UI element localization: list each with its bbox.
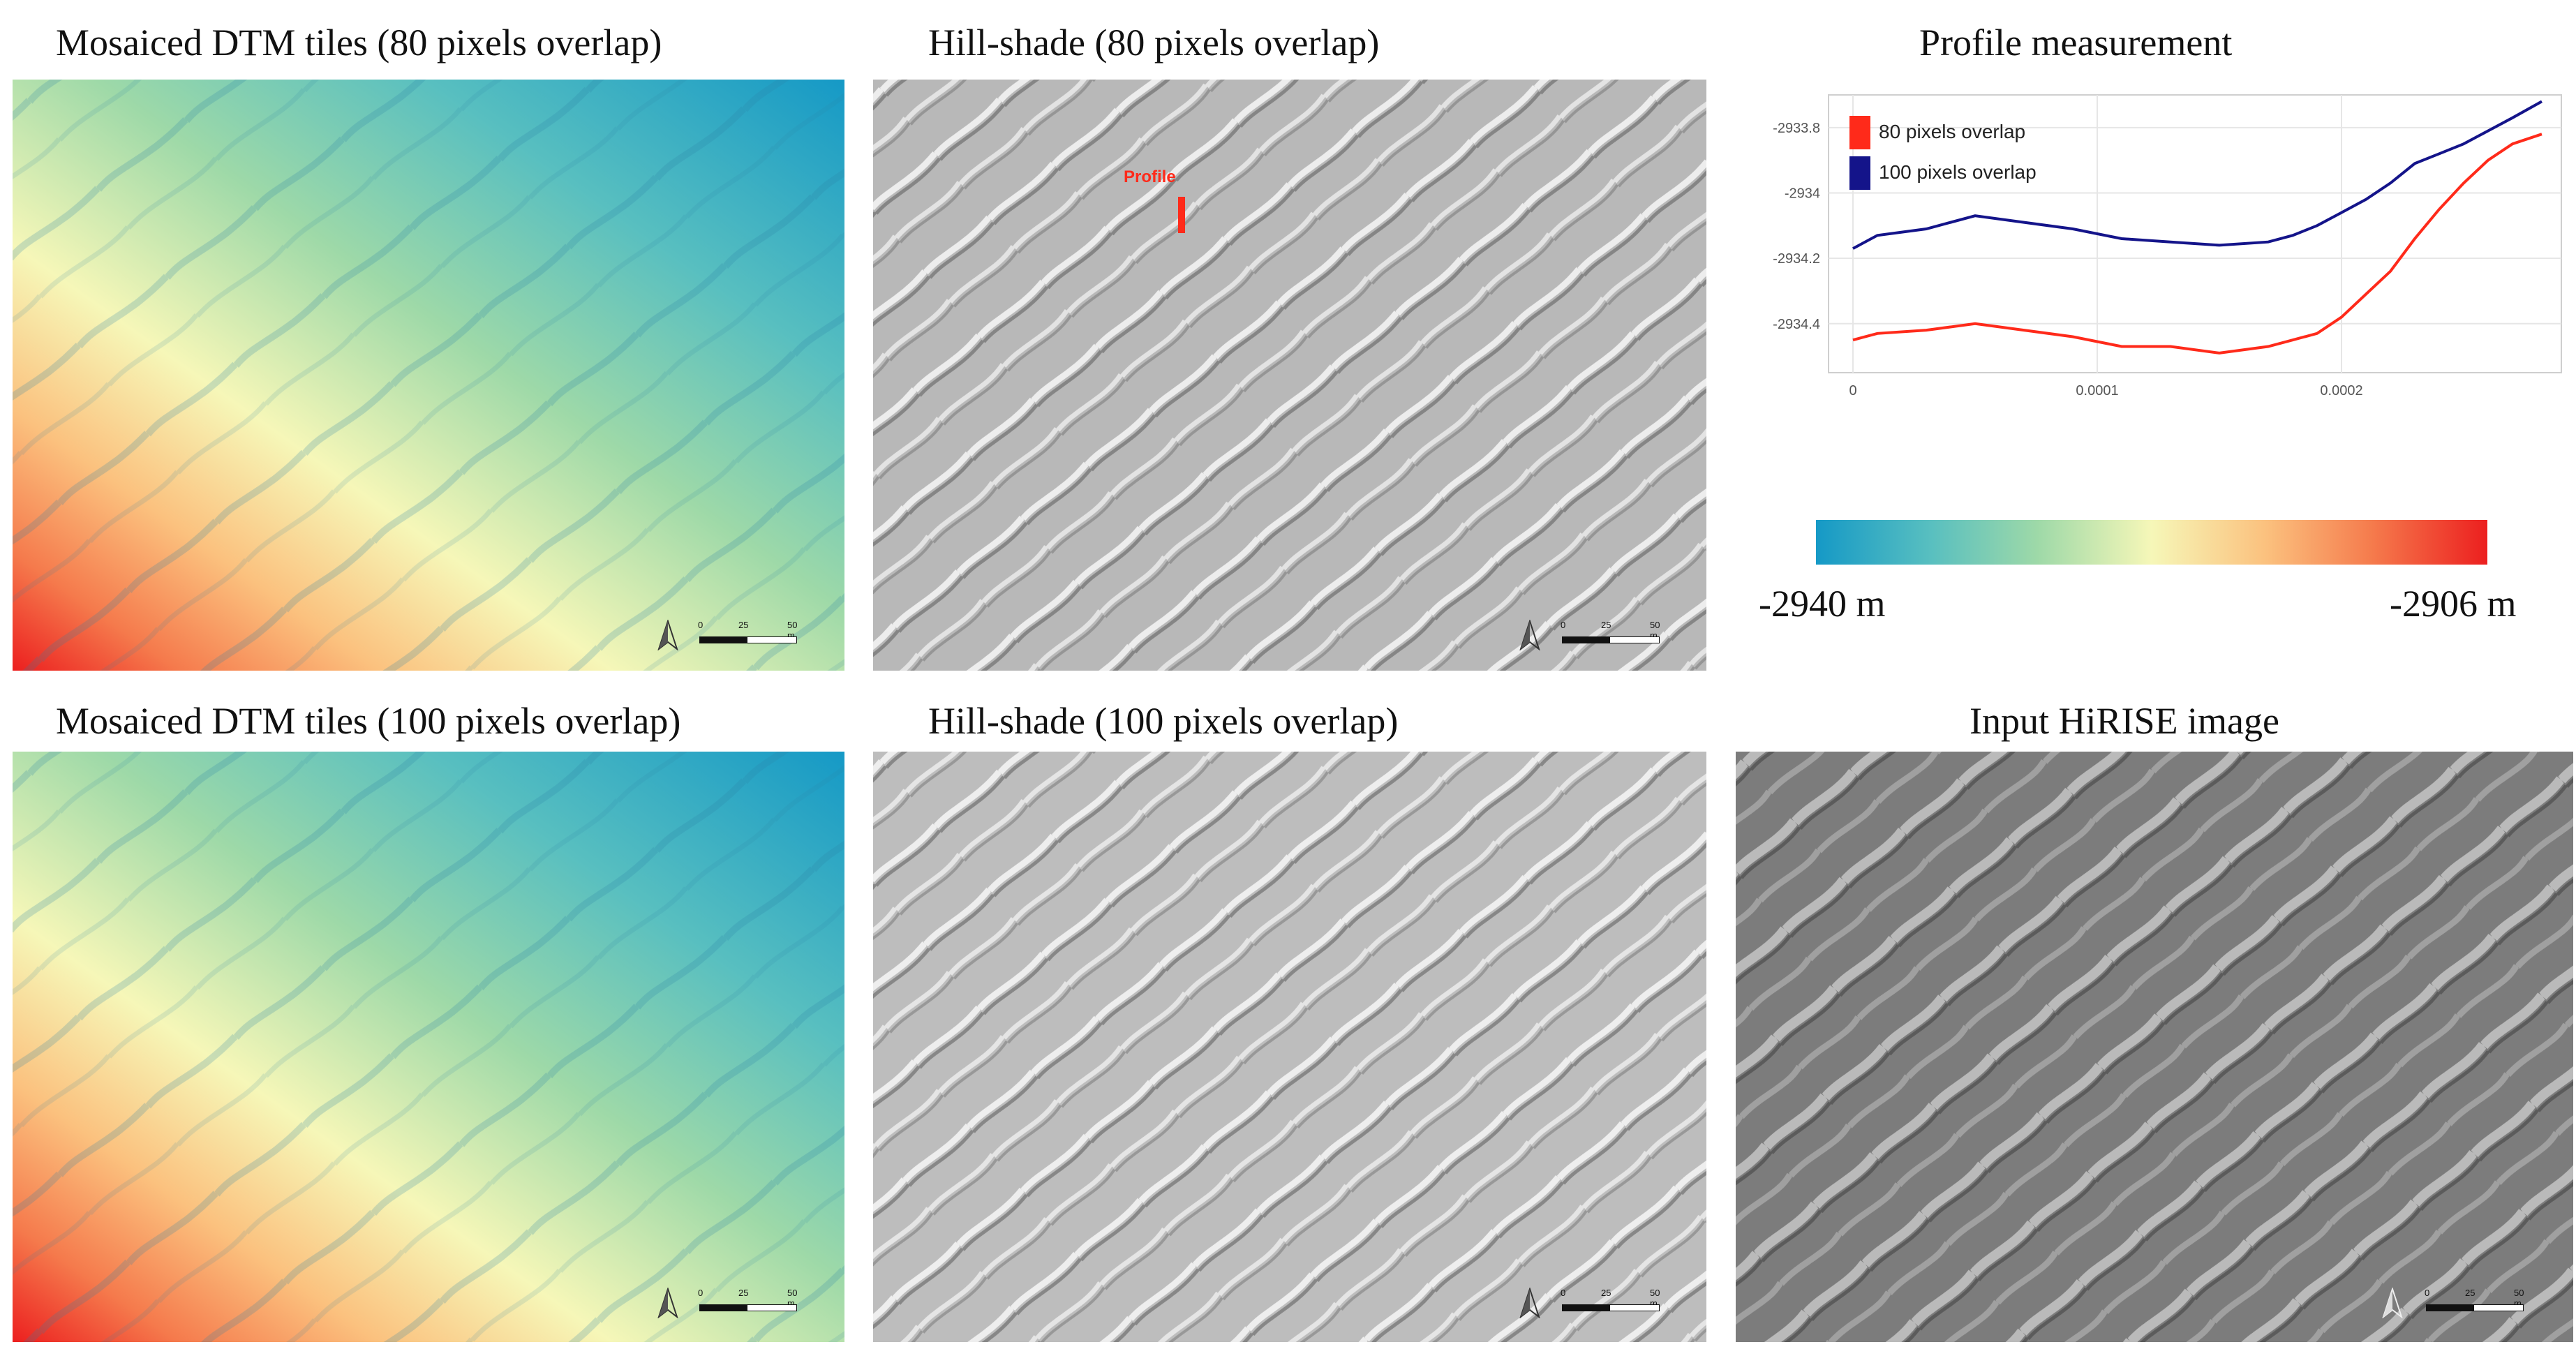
scale-tick-0: 0: [1561, 620, 1566, 630]
north-arrow-icon: [1519, 618, 1540, 653]
scale-tick-0: 0: [1561, 1288, 1566, 1298]
panel-title-dtm100: Mosaiced DTM tiles (100 pixels overlap): [56, 700, 681, 742]
colorbar-min-label: -2940 m: [1759, 583, 1886, 625]
scale-tick-0: 0: [2425, 1288, 2430, 1298]
panel-title-hill100: Hill-shade (100 pixels overlap): [928, 700, 1399, 742]
scale-bar: 0 25 50 m: [1561, 1288, 1665, 1322]
scale-bar: 0 25 50 m: [698, 620, 803, 655]
dtm-map-80: [13, 80, 844, 671]
north-arrow-icon: [2382, 1286, 2403, 1321]
scale-tick-0: 0: [698, 1288, 703, 1298]
panel-title-hirise: Input HiRISE image: [1970, 700, 2279, 742]
scale-bar: 0 25 50 m: [2425, 1288, 2529, 1322]
y-tick-label: -2934.2: [1773, 251, 1820, 267]
panel-title-hill80: Hill-shade (80 pixels overlap): [928, 22, 1380, 64]
x-tick-label: 0: [1849, 383, 1856, 398]
scale-tick-50: 50 m: [2514, 1288, 2524, 1309]
profile-marker: [1178, 197, 1185, 233]
scale-tick-25: 25: [1601, 620, 1611, 630]
scale-tick-25: 25: [738, 1288, 749, 1298]
legend-swatch-1: [1849, 156, 1870, 190]
colorbar-max-label: -2906 m: [2390, 583, 2517, 625]
y-tick-label: -2933.8: [1773, 121, 1820, 136]
hillshade-map-100: [873, 752, 1706, 1342]
plot-frame: [1828, 94, 2562, 373]
north-arrow-icon: [657, 1286, 678, 1321]
north-arrow-icon: [1519, 1286, 1540, 1321]
scale-tick-50: 50 m: [1650, 620, 1660, 641]
scale-tick-25: 25: [2465, 1288, 2476, 1298]
scale-tick-50: 50 m: [787, 1288, 798, 1309]
scale-tick-25: 25: [738, 620, 749, 630]
scale-tick-50: 50 m: [1650, 1288, 1660, 1309]
legend-label-1: 100 pixels overlap: [1879, 161, 2037, 183]
scale-bar: 0 25 50 m: [1561, 620, 1665, 655]
y-tick-label: -2934.4: [1773, 317, 1820, 332]
x-tick-label: 0.0001: [2076, 383, 2118, 398]
scale-bar: 0 25 50 m: [698, 1288, 803, 1322]
profile-label: Profile: [1124, 167, 1176, 186]
y-tick-label: -2934: [1785, 186, 1820, 201]
scale-tick-0: 0: [698, 620, 703, 630]
scale-tick-50: 50 m: [787, 620, 798, 641]
north-arrow-icon: [657, 618, 678, 653]
x-tick-label: 0.0002: [2320, 383, 2362, 398]
legend-label-0: 80 pixels overlap: [1879, 121, 2025, 142]
hirise-image: [1736, 752, 2573, 1342]
hillshade-map-80: [873, 80, 1706, 671]
colorbar: [1816, 520, 2487, 565]
scale-tick-25: 25: [1601, 1288, 1611, 1298]
panel-title-profile: Profile measurement: [1919, 22, 2233, 64]
panel-title-dtm80: Mosaiced DTM tiles (80 pixels overlap): [56, 22, 662, 64]
series-line-0: [1852, 133, 2543, 355]
series-line-1: [1852, 100, 2543, 250]
dtm-map-100: [13, 752, 844, 1342]
legend-swatch-0: [1849, 116, 1870, 149]
profile-chart: -2933.8 -2934 -2934.2 -2934.4 0 0.0001 0.0002 …: [1731, 80, 2575, 401]
